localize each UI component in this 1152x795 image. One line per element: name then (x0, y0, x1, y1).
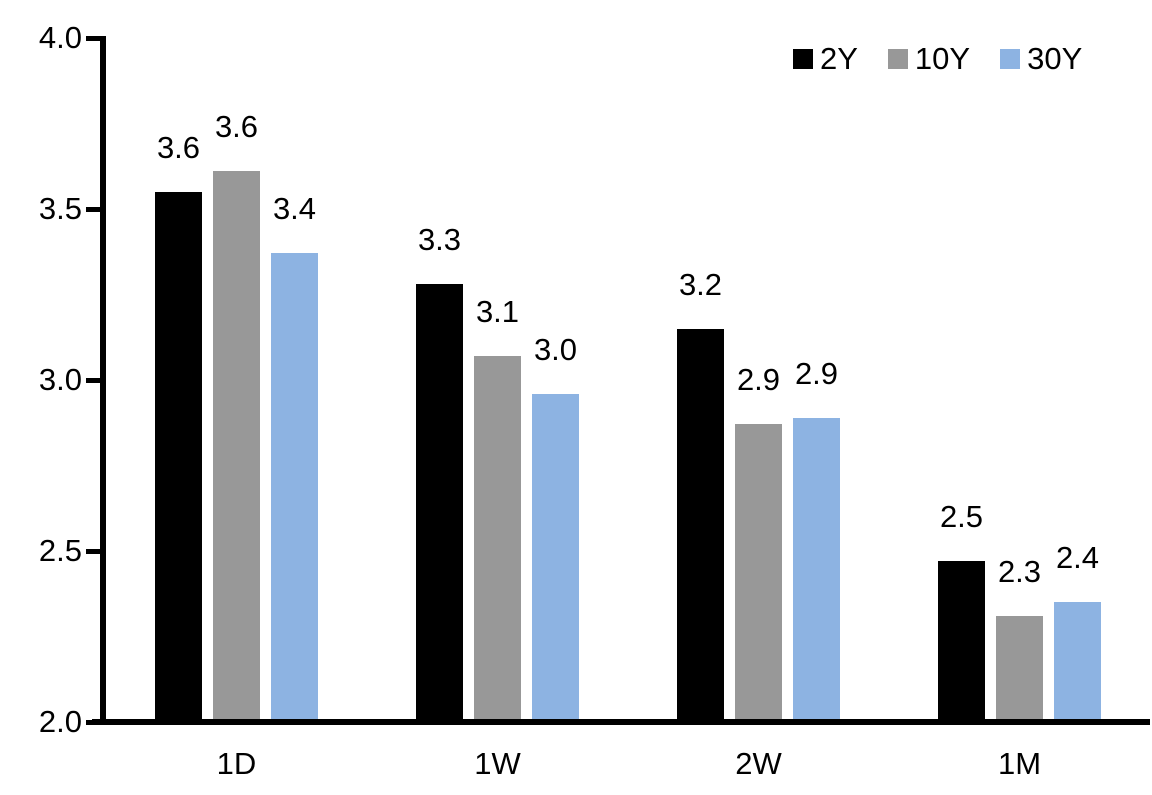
y-axis-line (100, 36, 106, 725)
bar-label-2Y-1D: 3.6 (156, 129, 201, 165)
legend-swatch-icon-30Y (1000, 49, 1021, 69)
y-tick-label-2.5: 2.5 (38, 533, 82, 568)
bar-label-10Y-1M: 2.3 (997, 553, 1042, 589)
bar-label-10Y-2W: 2.9 (736, 362, 781, 398)
bar-label-2Y-2W: 3.2 (678, 266, 723, 302)
legend-swatch-icon-10Y (887, 49, 908, 69)
y-tick-mark-4.0 (86, 36, 101, 41)
y-tick-label-4.0: 4.0 (38, 20, 82, 55)
bar-label-10Y-1W: 3.1 (475, 294, 520, 330)
bar-2Y-1W (416, 284, 463, 722)
bar-10Y-2W (735, 424, 782, 722)
y-tick-label-3.0: 3.0 (38, 362, 82, 397)
bar-2Y-1M (938, 561, 985, 722)
legend-item-2Y: 2Y (793, 41, 858, 77)
bar-label-2Y-1M: 2.5 (939, 499, 984, 535)
y-tick-mark-2.5 (86, 549, 101, 554)
bar-label-2Y-1W: 3.3 (417, 222, 462, 258)
legend-label-30Y: 30Y (1027, 41, 1083, 76)
bar-30Y-2W (793, 417, 840, 722)
bar-30Y-1W (532, 393, 579, 722)
x-axis-label-1D: 1D (216, 746, 257, 781)
y-tick-label-3.5: 3.5 (38, 191, 82, 226)
bar-30Y-1D (271, 253, 318, 722)
bar-2Y-1D (155, 191, 202, 722)
bar-10Y-1M (996, 615, 1043, 722)
x-axis-label-1M: 1M (997, 746, 1042, 781)
y-tick-mark-3.5 (86, 207, 101, 212)
legend-item-10Y: 10Y (887, 41, 971, 77)
bar-label-30Y-2W: 2.9 (794, 355, 839, 391)
x-axis-line (92, 719, 1150, 725)
y-tick-mark-3.0 (86, 378, 101, 383)
bar-label-30Y-1M: 2.4 (1055, 540, 1100, 576)
bar-30Y-1M (1054, 602, 1101, 722)
bar-10Y-1W (474, 356, 521, 722)
legend: 2Y 10Y 30Y (793, 41, 1082, 77)
legend-label-10Y: 10Y (914, 41, 971, 76)
x-axis-label-1W: 1W (474, 746, 521, 781)
x-axis-label-2W: 2W (735, 746, 782, 781)
bar-10Y-1D (213, 171, 260, 722)
bar-2Y-2W (677, 328, 724, 722)
legend-item-30Y: 30Y (1000, 41, 1082, 77)
legend-swatch-icon-2Y (793, 49, 813, 69)
bar-label-30Y-1D: 3.4 (272, 191, 317, 227)
y-tick-label-2.0: 2.0 (38, 704, 82, 739)
legend-label-2Y: 2Y (820, 41, 858, 76)
bar-label-30Y-1W: 3.0 (533, 331, 578, 367)
bar-label-10Y-1D: 3.6 (214, 109, 259, 145)
